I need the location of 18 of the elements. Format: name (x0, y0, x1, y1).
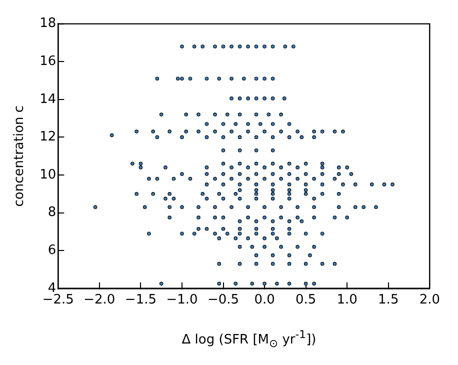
x-tick-label: 1.0 (336, 292, 358, 308)
x-tick-label: −2.0 (84, 292, 116, 308)
y-tick-label: 10 (40, 167, 56, 182)
x-tick-label: 0.5 (295, 292, 316, 308)
x-axis-title: Δ log (SFR [M$_{⊙}$ yr$^{-1}$]) (180, 328, 318, 350)
y-tick-label: 6 (48, 242, 56, 258)
y-tick-label: 18 (40, 16, 56, 32)
x-tick-label: −0.5 (207, 292, 240, 308)
x-tick-label: 2.0 (419, 292, 440, 308)
x-tick-label: 1.5 (378, 292, 399, 308)
y-tick-label: 16 (40, 54, 56, 69)
y-axis-title: concentration c (12, 105, 28, 207)
x-tick-label: −1.0 (166, 292, 198, 308)
y-tick-label: 14 (40, 92, 56, 107)
y-tick-label: 12 (40, 130, 56, 145)
x-tick-label: 0.0 (254, 292, 275, 308)
x-tick-label: −1.5 (124, 292, 156, 308)
y-tick-label: 8 (48, 205, 56, 220)
